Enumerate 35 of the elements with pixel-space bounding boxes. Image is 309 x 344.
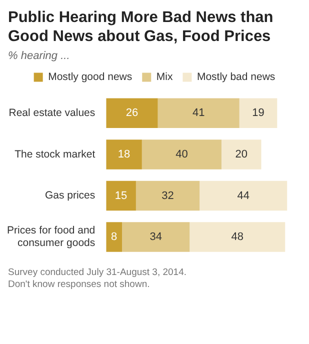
data-label: 44 [237, 190, 250, 202]
data-label: 40 [176, 148, 188, 160]
y-tick-label: Prices for food and consumer goods [6, 224, 96, 250]
data-label: 48 [231, 231, 244, 244]
bar [221, 140, 262, 170]
data-label: 32 [162, 190, 174, 202]
bar [239, 98, 278, 128]
data-label: 41 [192, 107, 205, 120]
bar [106, 180, 136, 211]
bar [200, 180, 288, 211]
chart-subtitle: % hearing ... [8, 50, 71, 62]
bar [142, 140, 222, 170]
bar [190, 222, 286, 252]
legend-label: Mix [156, 71, 174, 84]
bar [106, 98, 158, 128]
data-label: 8 [111, 231, 118, 244]
chart-title: Public Hearing More Bad News than Good News about Gas, Food Prices [8, 8, 274, 46]
legend-label: Mostly bad news [196, 71, 276, 84]
data-label: 34 [150, 231, 162, 244]
bar [136, 180, 200, 211]
legend-label: Mostly good news [48, 71, 132, 84]
data-label: 19 [252, 107, 264, 120]
text: Don't know responses not shown. [8, 279, 150, 290]
data-label: 15 [114, 190, 128, 202]
y-tick-label: Gas prices [44, 190, 96, 202]
bar [106, 222, 122, 252]
y-tick-label: The stock market [14, 148, 96, 160]
text: Survey conducted July 31-August 3, 2014. [8, 267, 187, 278]
y-tick-label: Real estate values [8, 107, 96, 120]
data-label: 26 [126, 107, 138, 120]
data-label: 18 [118, 148, 130, 160]
bar [122, 222, 190, 252]
bar [106, 140, 142, 170]
data-label: 20 [235, 148, 248, 160]
bar [158, 98, 240, 128]
